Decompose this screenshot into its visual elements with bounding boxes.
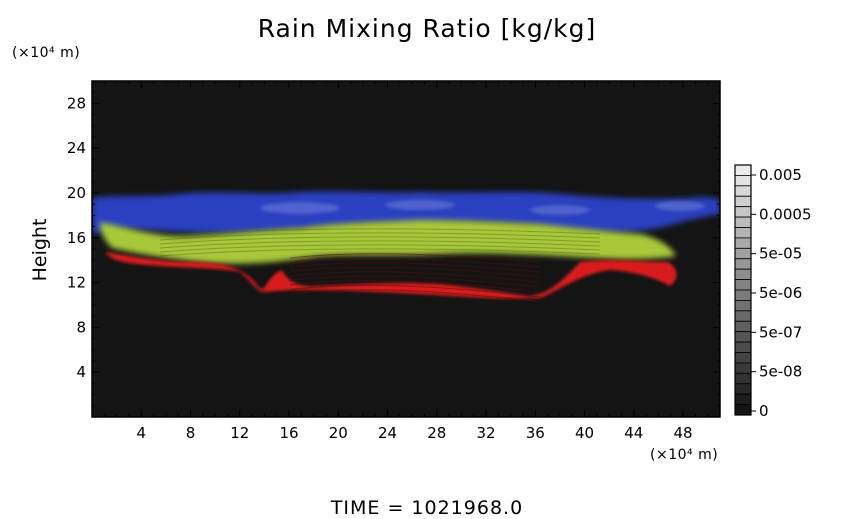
colorbar-segment (734, 206, 752, 218)
x-tick-label: 44 (624, 424, 643, 442)
colorbar-segment (734, 372, 752, 385)
green-layer (100, 220, 676, 264)
green-striation (159, 244, 601, 253)
colorbar-label: 5e-06 (759, 284, 802, 302)
colorbar-segment (734, 268, 752, 280)
x-tick-label: 16 (279, 424, 298, 442)
time-label: TIME = 1021968.0 (330, 497, 524, 519)
colorbar-segment (734, 341, 752, 353)
x-tick-label: 36 (526, 424, 545, 442)
green-striation (159, 232, 601, 241)
colorbar-segment (734, 331, 752, 343)
y-axis-unit: (×10⁴ m) (12, 45, 81, 61)
colorbar-segment (734, 279, 752, 291)
colorbar-segment (734, 404, 752, 416)
y-tick-label: 16 (67, 229, 86, 247)
red-striation (289, 262, 541, 273)
red-striation (289, 257, 541, 268)
colorbar-segment (734, 393, 752, 405)
colorbar-segment (734, 289, 752, 301)
colorbar-segment (734, 383, 752, 395)
colorbar-label: 0.0005 (759, 205, 812, 223)
x-tick-label: 12 (230, 424, 249, 442)
red-striation (289, 280, 541, 293)
colorbar-segment (734, 247, 752, 260)
red-striation (289, 266, 541, 278)
green-striation (159, 240, 601, 249)
red-striation (289, 284, 541, 298)
x-tick-label: 8 (186, 424, 196, 442)
colorbar-frame (734, 164, 752, 416)
blue-streak (655, 201, 705, 211)
x-axis-unit: (×10⁴ m) (650, 447, 719, 463)
colorbar-label: 5e-07 (759, 323, 802, 341)
x-tick-label: 20 (329, 424, 348, 442)
colorbar-segment (734, 237, 752, 249)
x-tick-label: 32 (476, 424, 495, 442)
colorbar-segment (734, 216, 752, 228)
x-tick-label: 24 (378, 424, 397, 442)
y-tick-label: 4 (76, 363, 86, 381)
colorbar-segment (734, 362, 752, 374)
y-tick-label: 28 (67, 94, 86, 112)
y-tick-label: 20 (67, 184, 86, 202)
colorbar-segment (734, 227, 752, 239)
chart-title: Rain Mixing Ratio [kg/kg] (257, 14, 597, 43)
y-tick-label: 12 (67, 274, 86, 292)
colorbar-segment (734, 300, 752, 312)
colorbar-segment (734, 175, 752, 187)
red-striation (289, 253, 541, 263)
colorbar-segment (734, 258, 752, 270)
colorbar-segment (734, 352, 752, 364)
blue-streak (260, 202, 340, 214)
colorbar-label: 0 (759, 402, 769, 420)
red-striation (289, 271, 541, 283)
blue-streak (530, 205, 590, 215)
colorbar-segment (734, 185, 752, 197)
x-tick-label: 40 (575, 424, 594, 442)
colorbar-segment (734, 320, 752, 333)
x-tick-label: 48 (674, 424, 693, 442)
green-striation (159, 228, 601, 237)
blue-layer (92, 191, 720, 234)
green-striation (159, 248, 601, 257)
blue-streak (385, 200, 455, 210)
x-tick-label: 4 (136, 424, 146, 442)
red-striation (289, 289, 541, 303)
x-tick-label: 28 (427, 424, 446, 442)
colorbar-segment (734, 310, 752, 322)
green-striation (159, 236, 601, 245)
y-tick-label: 8 (76, 318, 86, 336)
y-tick-label: 24 (67, 139, 86, 157)
colorbar-segment (734, 164, 752, 176)
red-striation (289, 275, 541, 288)
colorbar-label: 5e-08 (759, 363, 802, 381)
colorbar-label: 5e-05 (759, 245, 802, 263)
red-layer (105, 252, 677, 299)
colorbar-segment (734, 195, 752, 208)
colorbar-label: 0.005 (759, 166, 802, 184)
